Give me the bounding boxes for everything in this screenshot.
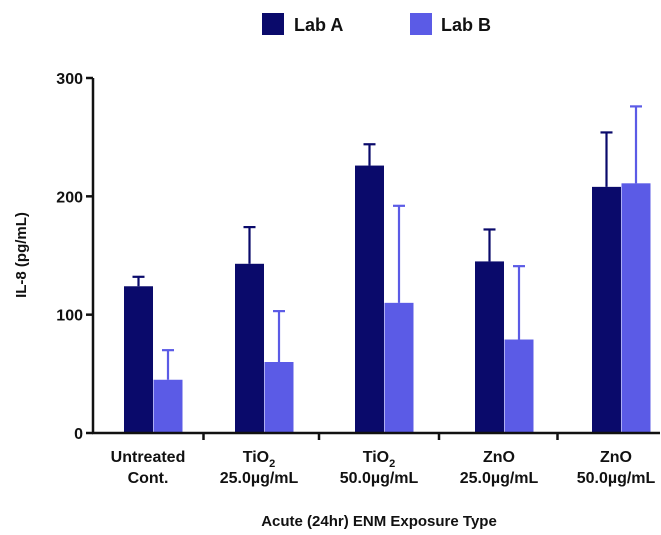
x-tick-label-line1: TiO2 [243, 449, 276, 470]
x-tick-label-line1: ZnO [600, 449, 632, 466]
bars-layer [124, 165, 651, 434]
y-axis-label: IL-8 (pg/mL) [13, 212, 30, 298]
x-tick-label-line1: TiO2 [363, 449, 396, 470]
y-tick-label: 100 [56, 308, 83, 325]
bar-lab-b-0 [153, 379, 183, 433]
bar-lab-b-2 [384, 302, 414, 433]
legend-swatch-lab-a [262, 13, 284, 35]
y-axis: 0 100 200 300 [56, 71, 95, 443]
x-tick-label-line2: 25.0µg/mL [460, 470, 539, 487]
x-tick-label-line1: ZnO [483, 449, 515, 466]
x-axis-label: Acute (24hr) ENM Exposure Type [261, 513, 497, 530]
y-tick-label: 300 [56, 71, 83, 88]
x-tick-label-line2: Cont. [128, 470, 169, 487]
error-bars-layer [132, 105, 642, 380]
y-tick-label: 0 [74, 426, 83, 443]
x-tick-label-line2: 25.0µg/mL [220, 470, 299, 487]
bar-lab-a-0 [124, 286, 153, 433]
bar-lab-b-3 [504, 339, 534, 433]
bar-lab-a-1 [235, 263, 264, 433]
y-tick-label: 200 [56, 189, 83, 206]
x-axis: UntreatedCont.TiO225.0µg/mLTiO250.0µg/mL… [92, 431, 660, 487]
legend-label-lab-b: Lab B [441, 15, 491, 35]
legend-label-lab-a: Lab A [294, 15, 343, 35]
x-tick-label-line1: Untreated [111, 449, 186, 466]
legend: Lab A Lab B [262, 13, 491, 35]
bar-lab-a-3 [475, 261, 504, 433]
bar-lab-a-4 [592, 186, 621, 433]
legend-swatch-lab-b [410, 13, 432, 35]
bar-lab-b-4 [621, 183, 651, 433]
x-tick-label-line2: 50.0µg/mL [340, 470, 419, 487]
x-tick-label-line2: 50.0µg/mL [577, 470, 656, 487]
bar-lab-a-2 [355, 165, 384, 434]
bar-lab-b-1 [264, 362, 294, 433]
